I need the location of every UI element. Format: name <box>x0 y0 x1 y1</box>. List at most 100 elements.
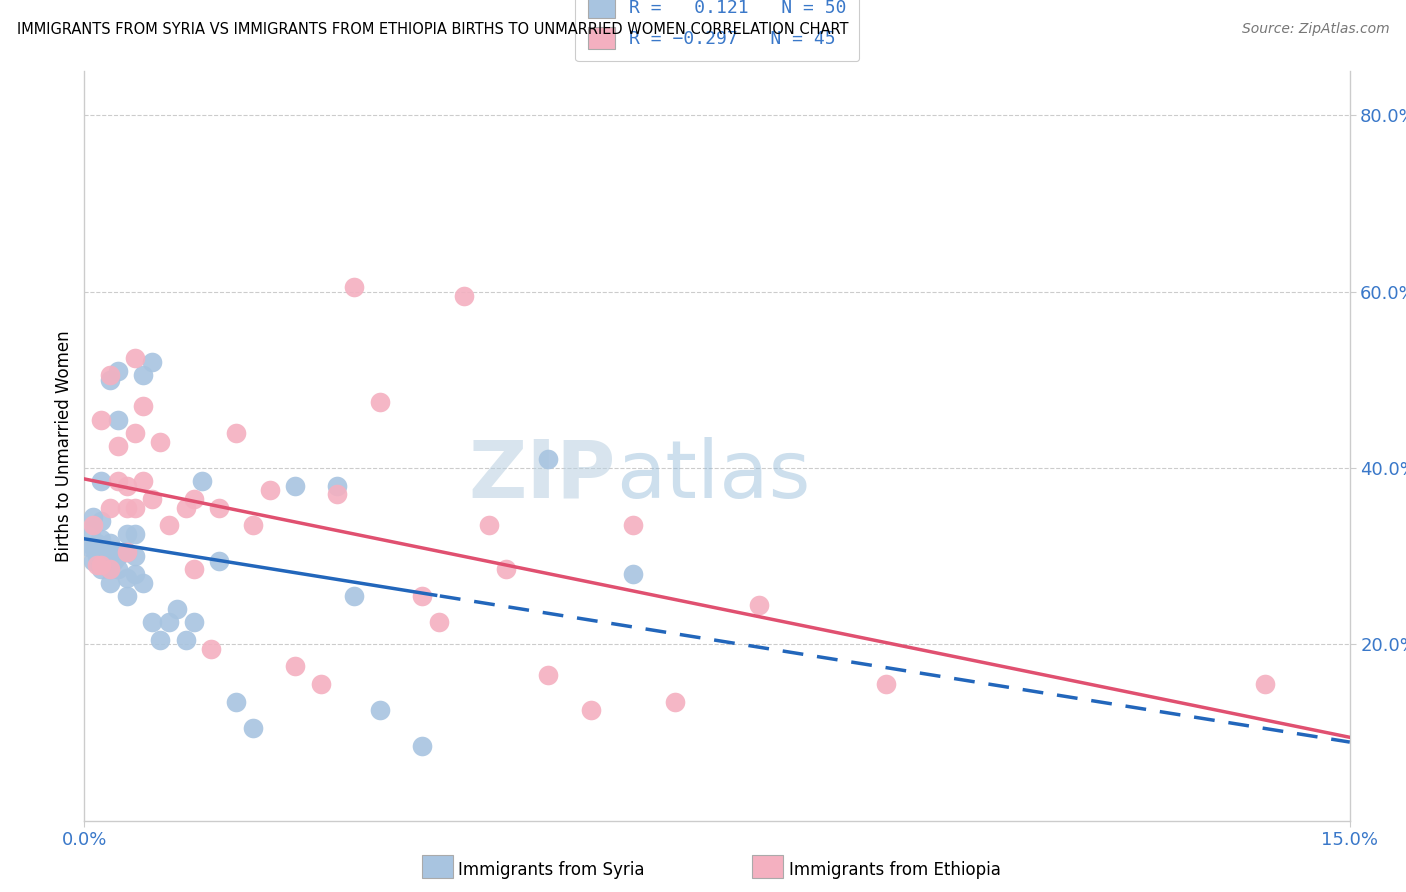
Point <box>86 549 108 564</box>
Point <box>208 500 231 515</box>
Point <box>124 549 146 564</box>
Point <box>82 518 104 533</box>
Point <box>309 677 332 691</box>
Point <box>183 615 205 630</box>
Point <box>115 500 138 515</box>
Point <box>200 641 222 656</box>
Point <box>748 598 770 612</box>
Point <box>115 571 138 585</box>
Point <box>326 478 349 492</box>
Text: Immigrants from Syria: Immigrants from Syria <box>458 861 645 879</box>
Point <box>132 368 155 383</box>
Point <box>368 703 391 717</box>
Point <box>411 739 433 753</box>
Point <box>621 566 644 581</box>
Point <box>284 478 307 492</box>
Point <box>537 452 560 467</box>
Point <box>90 514 112 528</box>
Point <box>453 289 475 303</box>
Point <box>537 668 560 682</box>
Y-axis label: Births to Unmarried Women: Births to Unmarried Women <box>55 330 73 562</box>
Point <box>132 400 155 414</box>
Point <box>115 589 138 603</box>
Text: Immigrants from Ethiopia: Immigrants from Ethiopia <box>789 861 1001 879</box>
Point <box>411 589 433 603</box>
Text: IMMIGRANTS FROM SYRIA VS IMMIGRANTS FROM ETHIOPIA BIRTHS TO UNMARRIED WOMEN CORR: IMMIGRANTS FROM SYRIA VS IMMIGRANTS FROM… <box>17 22 848 37</box>
Point <box>82 509 104 524</box>
Legend: R =   0.121   N = 50, R = −0.297   N = 45: R = 0.121 N = 50, R = −0.297 N = 45 <box>575 0 859 62</box>
Point <box>90 558 112 572</box>
Point <box>875 677 897 691</box>
Point <box>191 475 214 489</box>
Point <box>115 545 138 559</box>
Point <box>166 602 188 616</box>
Point <box>80 523 103 537</box>
Point <box>98 575 121 590</box>
Point <box>343 589 366 603</box>
Point <box>225 425 247 440</box>
Point <box>90 532 112 546</box>
Point <box>183 491 205 506</box>
Point <box>132 475 155 489</box>
Point <box>174 632 197 647</box>
Point <box>82 541 104 555</box>
Point <box>242 721 264 735</box>
Point <box>368 395 391 409</box>
Point <box>427 615 450 630</box>
Point <box>124 425 146 440</box>
Point <box>77 541 100 555</box>
Point <box>664 695 686 709</box>
Point <box>115 545 138 559</box>
Point <box>98 373 121 387</box>
Point <box>103 553 125 567</box>
Point <box>149 434 172 449</box>
Point <box>94 553 117 567</box>
Point <box>225 695 247 709</box>
Point <box>132 575 155 590</box>
Point <box>343 280 366 294</box>
Point <box>82 553 104 567</box>
Point <box>107 549 129 564</box>
Point <box>98 562 121 576</box>
Point <box>478 518 501 533</box>
Point <box>115 527 138 541</box>
Point <box>124 527 146 541</box>
Point <box>284 659 307 673</box>
Point <box>326 487 349 501</box>
Point <box>124 500 146 515</box>
Point <box>149 632 172 647</box>
Text: atlas: atlas <box>616 437 810 515</box>
Point <box>259 483 281 497</box>
Point <box>98 368 121 383</box>
Point <box>90 475 112 489</box>
Point <box>107 364 129 378</box>
Point <box>141 491 163 506</box>
Point <box>141 615 163 630</box>
Point <box>107 475 129 489</box>
Point <box>174 500 197 515</box>
Point <box>124 351 146 365</box>
Point <box>115 478 138 492</box>
Point <box>141 355 163 369</box>
Point <box>90 545 112 559</box>
Point <box>107 562 129 576</box>
Point <box>157 518 180 533</box>
Point <box>621 518 644 533</box>
Point <box>86 558 108 572</box>
Point <box>183 562 205 576</box>
Point <box>98 562 121 576</box>
Point <box>107 412 129 426</box>
Point <box>157 615 180 630</box>
Point <box>208 553 231 567</box>
Point <box>124 566 146 581</box>
Point <box>495 562 517 576</box>
Point <box>107 439 129 453</box>
Point <box>86 536 108 550</box>
Text: ZIP: ZIP <box>468 437 616 515</box>
Point <box>1254 677 1277 691</box>
Point <box>579 703 602 717</box>
Point <box>90 412 112 426</box>
Text: Source: ZipAtlas.com: Source: ZipAtlas.com <box>1241 22 1389 37</box>
Point <box>242 518 264 533</box>
Point <box>98 545 121 559</box>
